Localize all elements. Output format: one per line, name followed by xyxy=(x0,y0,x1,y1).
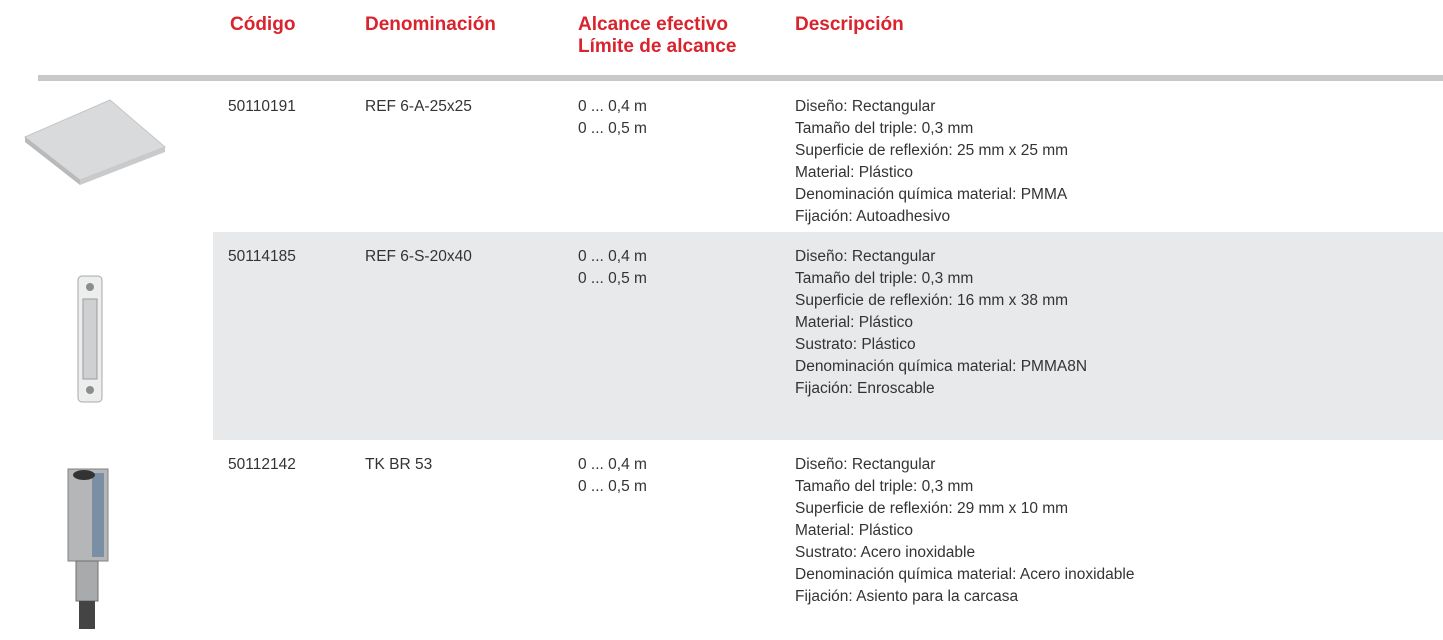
name: REF 6-S-20x40 xyxy=(365,248,472,265)
header-name: Denominación xyxy=(365,14,496,35)
product-image xyxy=(24,99,166,185)
description-line: Material: Plástico xyxy=(795,522,914,539)
description: Diseño: Rectangular Tamaño del triple: 0,… xyxy=(795,246,1087,400)
description-line: Material: Plástico xyxy=(795,314,914,331)
table-row: 50112142 TK BR 53 0 ... 0,4 m 0 ... 0,5 m Di… xyxy=(0,440,1443,640)
range: 0 ... 0,4 m 0 ... 0,5 m xyxy=(578,246,647,290)
range-line: 0 ... 0,5 m xyxy=(578,270,647,287)
description-line: Diseño: Rectangular xyxy=(795,98,936,115)
code: 50114185 xyxy=(228,248,296,265)
header-range-line: Alcance efectivo xyxy=(578,14,728,35)
description-line: Diseño: Rectangular xyxy=(795,248,936,265)
description: Diseño: Rectangular Tamaño del triple: 0,… xyxy=(795,454,1134,608)
description: Diseño: Rectangular Tamaño del triple: 0,… xyxy=(795,96,1068,228)
description-line: Superficie de reflexión: 29 mm x 10 mm xyxy=(795,500,1069,517)
code: 50110191 xyxy=(228,98,296,115)
range-line: 0 ... 0,4 m xyxy=(578,456,647,473)
range-line: 0 ... 0,4 m xyxy=(578,98,647,115)
range: 0 ... 0,4 m 0 ... 0,5 m xyxy=(578,96,647,140)
description-line: Diseño: Rectangular xyxy=(795,456,936,473)
description-line: Superficie de reflexión: 25 mm x 25 mm xyxy=(795,142,1069,159)
description-line: Fijación: Asiento para la carcasa xyxy=(795,588,1019,605)
row-background xyxy=(213,232,1443,440)
header-rule xyxy=(38,75,1443,81)
name: TK BR 53 xyxy=(365,456,433,473)
range-line: 0 ... 0,4 m xyxy=(578,248,647,265)
description-line: Sustrato: Plástico xyxy=(795,336,916,353)
description-line: Denominación química material: PMMA xyxy=(795,186,1068,203)
header-range: Alcance efectivo Límite de alcance xyxy=(578,14,736,58)
description-line: Fijación: Autoadhesivo xyxy=(795,208,951,225)
description-line: Tamaño del triple: 0,3 mm xyxy=(795,270,974,287)
description-line: Superficie de reflexión: 16 mm x 38 mm xyxy=(795,292,1069,309)
description-line: Fijación: Enroscable xyxy=(795,380,935,397)
name: REF 6-A-25x25 xyxy=(365,98,472,115)
description-line: Denominación química material: Acero ino… xyxy=(795,566,1135,583)
product-image xyxy=(77,275,103,403)
product-image xyxy=(67,468,109,629)
description-line: Material: Plástico xyxy=(795,164,914,181)
range-line: 0 ... 0,5 m xyxy=(578,120,647,137)
description-line: Denominación química material: PMMA8N xyxy=(795,358,1088,375)
description-line: Tamaño del triple: 0,3 mm xyxy=(795,120,974,137)
header-description: Descripción xyxy=(795,14,904,35)
description-line: Tamaño del triple: 0,3 mm xyxy=(795,478,974,495)
header-range-line: Límite de alcance xyxy=(578,36,737,57)
header-code: Código xyxy=(230,14,296,35)
range-line: 0 ... 0,5 m xyxy=(578,478,647,495)
code: 50112142 xyxy=(228,456,296,473)
range: 0 ... 0,4 m 0 ... 0,5 m xyxy=(578,454,647,498)
description-line: Sustrato: Acero inoxidable xyxy=(795,544,976,561)
